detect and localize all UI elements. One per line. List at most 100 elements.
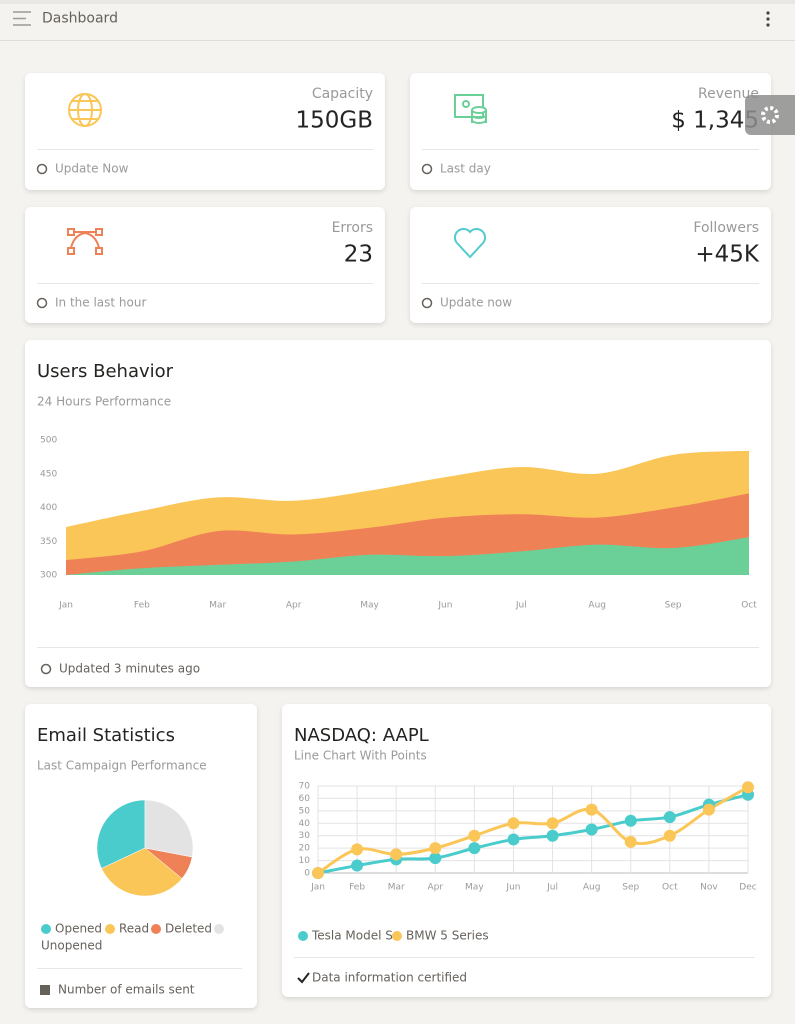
- x-tick-label: Jun: [437, 601, 452, 611]
- x-tick-label: Jan: [58, 601, 73, 611]
- stat-value: 150GB: [295, 108, 373, 134]
- stat-card: [25, 207, 385, 323]
- navbar-edge: [0, 0, 795, 4]
- legend-label: Tesla Model S: [311, 929, 393, 943]
- y-tick-label: 400: [40, 503, 57, 513]
- point: [585, 823, 598, 836]
- stat-card: [410, 73, 771, 190]
- legend-swatch: [298, 931, 308, 941]
- x-tick-label: Sep: [665, 601, 682, 611]
- card-title: Users Behavior: [37, 361, 174, 382]
- card-footer: Updated 3 minutes ago: [59, 662, 200, 676]
- x-tick-label: Apr: [427, 883, 443, 893]
- y-tick-label: 20: [299, 844, 311, 854]
- point: [546, 829, 559, 842]
- x-tick-label: Feb: [134, 601, 150, 611]
- navbar: [0, 0, 795, 40]
- legend-label: Read: [119, 922, 149, 936]
- card-title: Email Statistics: [37, 725, 175, 746]
- heart-icon: [454, 228, 486, 259]
- legend-swatch: [41, 924, 51, 934]
- stat-footer: In the last hour: [55, 296, 146, 310]
- x-tick-label: May: [360, 601, 379, 611]
- card-title: NASDAQ: AAPL: [294, 725, 429, 746]
- card-subtitle: 24 Hours Performance: [37, 395, 171, 409]
- x-tick-label: Jul: [546, 883, 558, 893]
- x-tick-label: Jul: [515, 601, 527, 611]
- point: [624, 814, 637, 827]
- y-tick-label: 30: [299, 831, 311, 841]
- x-tick-label: Sep: [622, 883, 639, 893]
- card-subtitle: Line Chart With Points: [294, 749, 427, 763]
- stat-value: +45K: [695, 242, 760, 268]
- point: [585, 803, 598, 816]
- x-tick-label: Dec: [739, 883, 756, 893]
- y-tick-label: 500: [40, 436, 57, 446]
- y-tick-label: 0: [304, 869, 310, 879]
- pie-slice: [96, 799, 146, 869]
- stat-footer: Update Now: [55, 162, 129, 176]
- y-tick-label: 450: [40, 469, 57, 479]
- nasdaq-card: [282, 704, 771, 997]
- point: [390, 848, 403, 861]
- area: [66, 537, 749, 575]
- point: [507, 817, 520, 830]
- footer-icon: [36, 163, 48, 175]
- point: [429, 852, 442, 865]
- stat-label: Capacity: [312, 86, 373, 102]
- stat-label: Revenue: [698, 86, 759, 102]
- point: [507, 833, 520, 846]
- y-tick-label: 50: [299, 806, 311, 816]
- y-tick-label: 40: [299, 819, 311, 829]
- y-tick-label: 350: [40, 537, 57, 547]
- legend-swatch: [214, 924, 224, 934]
- point: [702, 803, 715, 816]
- point: [312, 867, 324, 879]
- point: [663, 829, 676, 842]
- footer-icon: [40, 985, 50, 995]
- y-tick-label: 10: [299, 856, 311, 866]
- card-footer: Data information certified: [312, 971, 467, 985]
- legend-swatch: [392, 931, 402, 941]
- x-tick-label: Oct: [662, 883, 678, 893]
- navbar-title: Dashboard: [42, 11, 118, 27]
- stat-value: $ 1,345: [671, 108, 759, 134]
- x-tick-label: Jun: [505, 883, 520, 893]
- y-tick-label: 300: [40, 571, 57, 581]
- stat-footer: Update now: [440, 296, 512, 310]
- footer-icon: [421, 297, 433, 309]
- globe-icon: [68, 93, 102, 127]
- point: [351, 859, 364, 872]
- x-tick-label: May: [465, 883, 484, 893]
- point: [663, 811, 676, 824]
- footer-icon: [297, 972, 310, 984]
- legend-label: Opened: [55, 922, 102, 936]
- y-tick-label: 70: [299, 782, 311, 792]
- legend-label: Unopened: [41, 939, 102, 953]
- pie-slice: [144, 799, 194, 858]
- point: [546, 817, 559, 830]
- footer-icon: [40, 663, 52, 675]
- stat-label: Errors: [332, 220, 373, 236]
- x-tick-label: Apr: [286, 601, 302, 611]
- card-subtitle: Last Campaign Performance: [37, 759, 207, 773]
- x-tick-label: Jan: [310, 883, 325, 893]
- x-tick-label: Mar: [209, 601, 226, 611]
- card-footer: Number of emails sent: [58, 983, 195, 997]
- legend-swatch: [151, 924, 161, 934]
- menu-toggle[interactable]: [13, 11, 31, 26]
- x-tick-label: Feb: [349, 883, 365, 893]
- stat-footer: Last day: [440, 162, 491, 176]
- x-tick-label: Mar: [388, 883, 405, 893]
- x-tick-label: Oct: [741, 601, 757, 611]
- legend-label: BMW 5 Series: [406, 929, 489, 943]
- x-tick-label: Nov: [700, 883, 718, 893]
- footer-icon: [36, 297, 48, 309]
- more-menu[interactable]: [766, 11, 770, 27]
- x-tick-label: Aug: [588, 601, 606, 611]
- money-icon: [454, 94, 487, 124]
- point: [468, 842, 481, 855]
- stat-card: [25, 73, 385, 190]
- settings-button[interactable]: [745, 95, 795, 135]
- point: [351, 843, 364, 856]
